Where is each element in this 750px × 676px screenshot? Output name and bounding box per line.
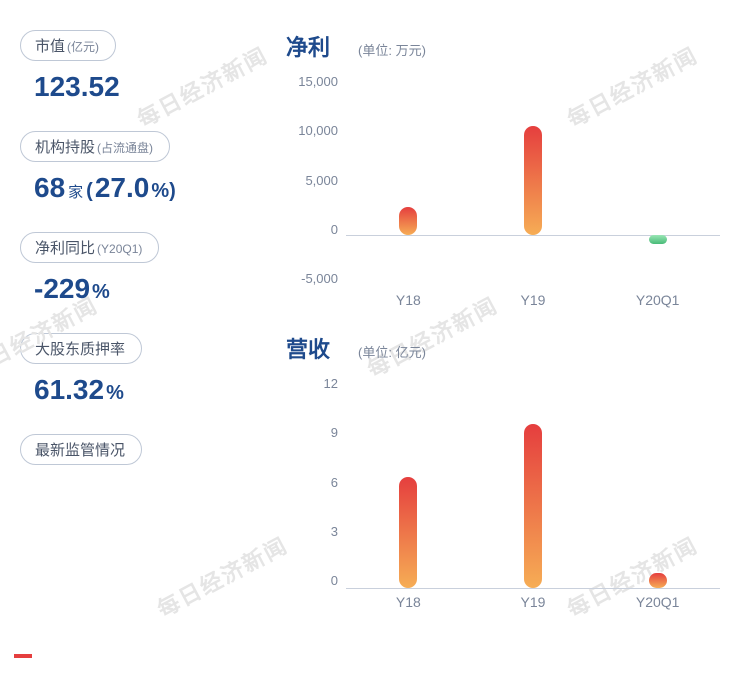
stat-label: 净利同比 bbox=[35, 237, 95, 258]
stat-label-pill: 净利同比(Y20Q1) bbox=[20, 232, 159, 263]
chart-unit: (单位: 万元) bbox=[358, 40, 426, 59]
chart-unit: (单位: 亿元) bbox=[358, 342, 426, 361]
stat-block: 最新监管情况 bbox=[20, 434, 250, 465]
x-tick-label: Y20Q1 bbox=[595, 594, 720, 616]
stat-label-pill: 机构持股(占流通盘) bbox=[20, 131, 170, 162]
y-tick-label: 15,000 bbox=[298, 74, 338, 89]
stat-label-sub: (亿元) bbox=[67, 38, 99, 55]
stat-value: -229% bbox=[34, 273, 250, 305]
baseline bbox=[346, 588, 720, 589]
y-tick-label: 12 bbox=[324, 376, 338, 391]
y-tick-label: 0 bbox=[331, 222, 338, 237]
x-tick-label: Y18 bbox=[346, 292, 471, 314]
stat-value: 68家(27.0%) bbox=[34, 172, 250, 204]
bar bbox=[649, 573, 667, 588]
main-container: 市值(亿元) 123.52 机构持股(占流通盘) 68家(27.0%) 净利同比(Y20… bbox=[0, 0, 750, 636]
x-axis: Y18Y19Y20Q1 bbox=[346, 594, 720, 616]
plot-area bbox=[346, 81, 720, 286]
accent-marker bbox=[14, 654, 32, 658]
x-tick-label: Y19 bbox=[471, 292, 596, 314]
y-tick-label: 3 bbox=[331, 524, 338, 539]
stat-label: 机构持股 bbox=[35, 136, 95, 157]
y-tick-label: 5,000 bbox=[305, 173, 338, 188]
revenue-chart: 营收 (单位: 亿元) 12 9 6 3 0 Y18Y19Y20Q1 bbox=[280, 332, 730, 616]
y-tick-label: 9 bbox=[331, 425, 338, 440]
y-tick-label: 10,000 bbox=[298, 123, 338, 138]
chart-area: 15,000 10,000 5,000 0 -5,000 Y18Y19Y20Q1 bbox=[286, 74, 730, 314]
stat-label-pill: 市值(亿元) bbox=[20, 30, 116, 61]
chart-area: 12 9 6 3 0 Y18Y19Y20Q1 bbox=[286, 376, 730, 616]
x-tick-label: Y18 bbox=[346, 594, 471, 616]
y-tick-label: -5,000 bbox=[301, 271, 338, 286]
stat-block: 大股东质押率 61.32% bbox=[20, 333, 250, 406]
bar bbox=[399, 207, 417, 235]
stat-label: 大股东质押率 bbox=[35, 338, 125, 359]
stats-panel: 市值(亿元) 123.52 机构持股(占流通盘) 68家(27.0%) 净利同比(Y20… bbox=[20, 30, 250, 616]
charts-panel: 净利 (单位: 万元) 15,000 10,000 5,000 0 -5,000 Y18… bbox=[280, 30, 730, 616]
bar bbox=[649, 235, 667, 244]
stat-label-pill: 大股东质押率 bbox=[20, 333, 142, 364]
stat-block: 净利同比(Y20Q1) -229% bbox=[20, 232, 250, 305]
chart-header: 营收 (单位: 亿元) bbox=[286, 332, 730, 364]
plot-area bbox=[346, 383, 720, 588]
stat-value: 123.52 bbox=[34, 71, 250, 103]
stat-value: 61.32% bbox=[34, 374, 250, 406]
chart-header: 净利 (单位: 万元) bbox=[286, 30, 730, 62]
stat-block: 市值(亿元) 123.52 bbox=[20, 30, 250, 103]
x-tick-label: Y19 bbox=[471, 594, 596, 616]
y-tick-label: 6 bbox=[331, 475, 338, 490]
y-tick-label: 0 bbox=[331, 573, 338, 588]
bar bbox=[524, 126, 542, 235]
bar bbox=[524, 424, 542, 588]
stat-label: 最新监管情况 bbox=[35, 439, 125, 460]
x-axis: Y18Y19Y20Q1 bbox=[346, 292, 720, 314]
stat-label: 市值 bbox=[35, 35, 65, 56]
y-axis: 15,000 10,000 5,000 0 -5,000 bbox=[286, 74, 338, 286]
stat-block: 机构持股(占流通盘) 68家(27.0%) bbox=[20, 131, 250, 204]
stat-label-pill: 最新监管情况 bbox=[20, 434, 142, 465]
bar bbox=[399, 477, 417, 588]
stat-label-sub: (Y20Q1) bbox=[97, 242, 142, 256]
x-tick-label: Y20Q1 bbox=[595, 292, 720, 314]
y-axis: 12 9 6 3 0 bbox=[286, 376, 338, 588]
net-profit-chart: 净利 (单位: 万元) 15,000 10,000 5,000 0 -5,000 Y18… bbox=[280, 30, 730, 314]
chart-title: 净利 bbox=[286, 30, 330, 62]
stat-label-sub: (占流通盘) bbox=[97, 139, 153, 156]
chart-title: 营收 bbox=[286, 332, 330, 364]
